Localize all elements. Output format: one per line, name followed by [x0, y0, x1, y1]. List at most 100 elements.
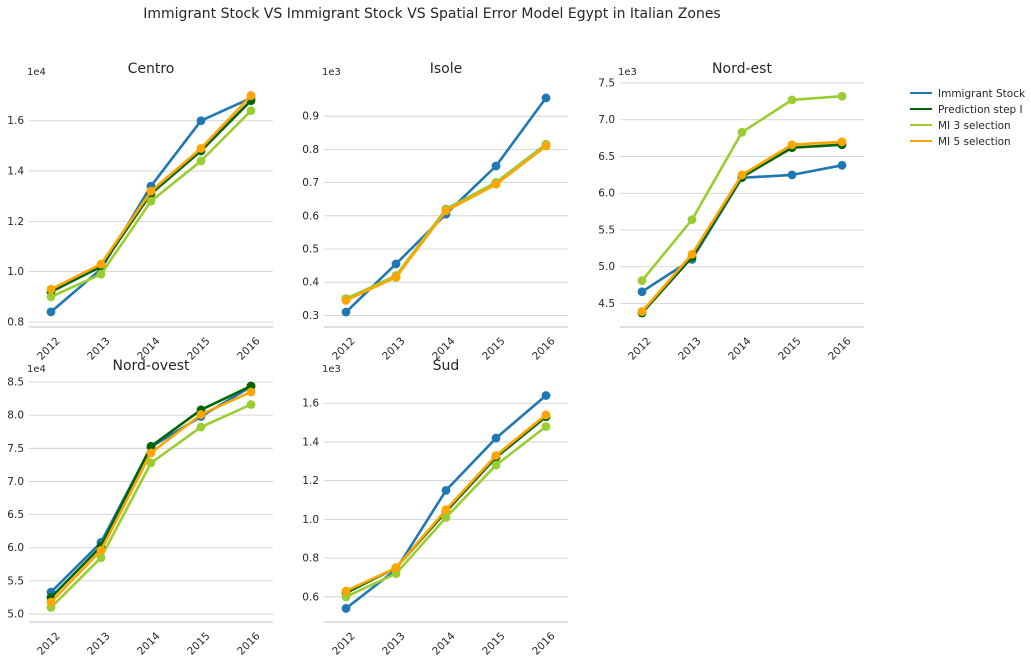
sud-immigrant-stock-point	[491, 433, 501, 443]
isole-series-mi-5-selection	[341, 141, 551, 305]
nord-ovest-series-prediction-step-i	[46, 381, 256, 602]
isole-immigrant-stock-point	[491, 161, 501, 171]
isole-immigrant-stock-point	[341, 307, 351, 317]
sud-ytick-label: 0.8	[302, 553, 319, 565]
sud-mi-5-selection-point	[541, 410, 551, 420]
nord-ovest-prediction-step-i-point	[146, 441, 156, 451]
centro-mi-5-selection-point	[246, 91, 256, 100]
legend-entry-prediction-step-i: Prediction step I	[910, 104, 1023, 116]
centro-ytick-label: 1.4	[7, 166, 24, 178]
sud-ytick-label: 1.4	[302, 436, 319, 448]
sud-prediction-step-i-line	[344, 415, 548, 595]
legend-entry-mi-5-selection: MI 5 selection	[910, 136, 1011, 148]
centro-mi-5-selection-point	[96, 259, 106, 269]
nord-est-mi-5-selection-line	[640, 140, 844, 313]
centro-immigrant-stock-point	[196, 116, 206, 126]
nord-est-mi-3-selection-point	[737, 127, 747, 137]
nord-est-mi-5-selection-point	[687, 249, 697, 259]
isole-xtick-label: 2013	[380, 335, 407, 362]
sud-xtick-label: 2014	[430, 630, 458, 658]
legend-label: Prediction step I	[938, 104, 1023, 116]
legend: Immigrant Stock Prediction step I MI 3 sel…	[910, 88, 1026, 148]
nord-ovest-ytick-label: 8.0	[7, 410, 24, 422]
nord-est-mi-3-selection-line	[640, 94, 844, 283]
nord-est-series-prediction-step-i	[637, 140, 847, 318]
nord-ovest-mi-3-selection-point	[246, 400, 256, 409]
sud-xtick-label: 2013	[380, 630, 407, 657]
sud-mi-3-selection-point	[541, 422, 551, 431]
figure-title: Immigrant Stock VS Immigrant Stock VS Sp…	[143, 6, 720, 22]
isole-xtick-label: 2015	[480, 335, 507, 362]
nord-ovest-ytick-label: 5.5	[7, 575, 24, 587]
nord-ovest-mi-5-selection-point	[96, 545, 106, 555]
nord-est-ytick-label: 7.0	[598, 114, 615, 126]
nord-ovest-offset-label: 1e4	[27, 364, 46, 375]
sud-mi-5-selection-point	[341, 586, 351, 596]
nord-est-mi-5-selection-point	[837, 137, 847, 147]
isole-title: Isole	[430, 61, 463, 77]
nord-est-mi-5-selection-point	[737, 170, 747, 180]
sud-mi-3-selection-point	[491, 460, 501, 470]
sud-xtick-label: 2016	[530, 630, 558, 658]
sud-ytick-label: 1.6	[302, 398, 319, 410]
nord-ovest-series-immigrant-stock	[46, 382, 256, 597]
centro-xtick-label: 2012	[35, 335, 62, 362]
nord-ovest-mi-5-selection-line	[49, 390, 253, 604]
sud-immigrant-stock-point	[341, 604, 351, 613]
centro-mi-3-selection-point	[196, 156, 206, 166]
nord-est-offset-label: 1e3	[618, 67, 637, 78]
nord-est-xtick-label: 2015	[776, 335, 803, 362]
subplot-grid: 0.8 1.0 1.2 1.4 1.6 2012 2013 2014 2015 2016 Centr…	[7, 61, 864, 658]
centro-mi-5-selection-point	[146, 186, 156, 196]
centro-mi-3-selection-point	[96, 269, 106, 279]
centro-series-mi-5-selection	[46, 91, 256, 294]
centro-title: Centro	[128, 61, 175, 77]
centro-xtick-label: 2013	[85, 335, 112, 362]
nord-ovest-xtick-label: 2013	[85, 630, 112, 657]
nord-est-series-mi-3-selection	[637, 91, 847, 286]
sud-mi-5-selection-point	[441, 505, 451, 515]
nord-ovest-xtick-label: 2012	[35, 630, 62, 657]
isole-ytick-label: 0.8	[302, 144, 319, 156]
isole-xtick-label: 2012	[330, 335, 357, 362]
sud-offset-label: 1e3	[322, 364, 341, 375]
nord-est-immigrant-stock-point	[837, 160, 847, 170]
sud-immigrant-stock-point	[441, 485, 451, 495]
isole-mi-5-selection-point	[341, 296, 351, 305]
isole-mi-5-selection-point	[391, 272, 401, 282]
nord-est-mi-3-selection-point	[637, 276, 647, 286]
nord-ovest-series-mi-3-selection	[46, 400, 256, 612]
sud-series-prediction-step-i	[341, 412, 551, 598]
isole-ytick-label: 0.9	[302, 111, 319, 123]
centro-series-mi-3-selection	[46, 106, 256, 302]
nord-est-ytick-label: 7.5	[598, 78, 615, 90]
isole-series-mi-3-selection	[341, 140, 551, 304]
nord-ovest-mi-3-selection-point	[96, 553, 106, 563]
sud-title: Sud	[433, 358, 460, 374]
isole-xtick-label: 2016	[530, 335, 558, 363]
nord-ovest-ytick-label: 8.5	[7, 376, 24, 388]
sud-series-mi-5-selection	[341, 410, 551, 596]
nord-ovest-title: Nord-ovest	[113, 358, 191, 374]
subplot-nord-ovest: 5.0 5.5 6.0 6.5 7.0 7.5 8.0 8.5 2012 2013 2014 2015…	[7, 358, 273, 658]
sud-mi-5-selection-point	[491, 451, 501, 460]
centro-ytick-label: 1.6	[7, 115, 24, 127]
nord-ovest-xtick-label: 2014	[135, 630, 163, 658]
nord-est-mi-3-selection-point	[787, 95, 797, 105]
subplot-sud: 0.6 0.8 1.0 1.2 1.4 1.6 2012 2013 2014 2015 2016 Su…	[302, 358, 568, 658]
nord-est-ytick-label: 4.5	[598, 298, 615, 310]
legend-label: MI 5 selection	[938, 136, 1011, 148]
centro-ytick-label: 1.2	[7, 216, 24, 228]
centro-xtick-label: 2016	[235, 335, 263, 363]
centro-series-prediction-step-i	[46, 96, 256, 297]
centro-mi-5-selection-point	[46, 284, 56, 294]
isole-mi-5-selection-point	[541, 141, 551, 151]
legend-entry-mi-3-selection: MI 3 selection	[910, 120, 1011, 132]
centro-mi-3-selection-point	[146, 196, 156, 206]
sud-mi-3-selection-point	[441, 513, 451, 522]
nord-est-mi-3-selection-point	[837, 91, 847, 101]
nord-est-ytick-label: 6.5	[598, 151, 615, 163]
isole-ytick-label: 0.6	[302, 210, 319, 222]
